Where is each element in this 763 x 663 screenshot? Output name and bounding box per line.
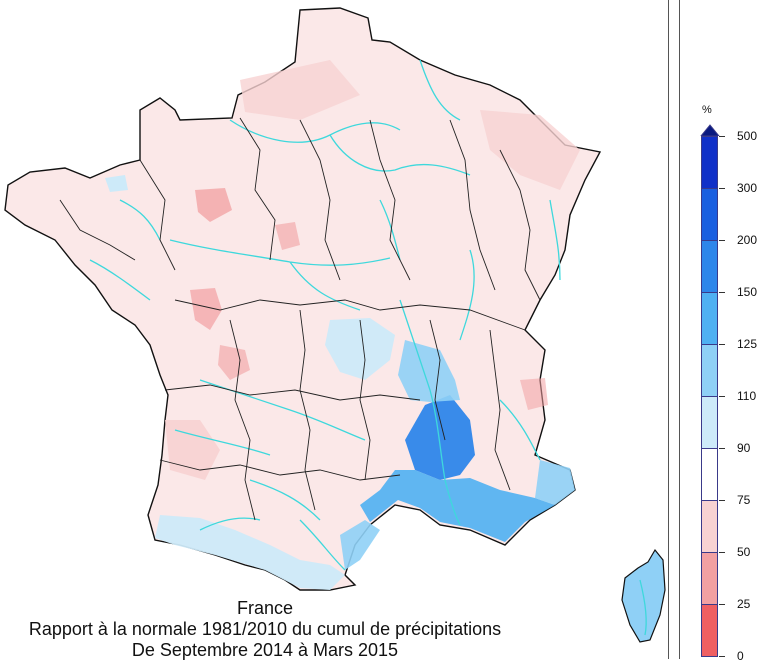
zone-wet-languedoc	[340, 520, 380, 570]
zone-wet-alps	[535, 460, 575, 505]
zone-wet-pyrenees	[155, 515, 345, 590]
river-network	[89, 59, 647, 636]
legend-swatch	[701, 136, 718, 189]
legend-tick	[719, 448, 725, 449]
caption-title: France	[236, 598, 294, 618]
zone-dry-poitou	[190, 288, 222, 330]
legend-tick	[719, 656, 725, 657]
panel-divider-right	[679, 0, 680, 659]
legend-label: 90	[737, 441, 751, 455]
zone-dry-northeast	[480, 110, 580, 190]
legend-tick	[719, 240, 725, 241]
caption-subtitle: Rapport à la normale 1981/2010 du cumul …	[28, 619, 502, 639]
legend-label: 300	[737, 181, 758, 195]
department-borders	[59, 117, 541, 521]
legend-label: 200	[737, 233, 758, 247]
zone-wet-rhone	[398, 340, 460, 402]
legend-swatch	[701, 396, 718, 449]
legend-label: 500	[737, 129, 758, 143]
legend-label: 0	[737, 649, 744, 663]
legend-label: 125	[737, 337, 758, 351]
legend-tick	[719, 292, 725, 293]
zone-dry-normandy	[195, 188, 232, 222]
caption-period: De Septembre 2014 à Mars 2015	[131, 640, 399, 660]
legend-swatch	[701, 448, 718, 501]
zone-dry-limousin	[218, 345, 250, 380]
legend-tick	[719, 396, 725, 397]
legend-tick	[719, 344, 725, 345]
zone-dry-loire	[275, 222, 300, 250]
legend-tick	[719, 500, 725, 501]
legend-tick	[719, 552, 725, 553]
legend-swatch	[701, 344, 718, 397]
zone-dry-north	[240, 60, 360, 120]
zone-wet-brittany	[105, 175, 128, 192]
legend-label: 150	[737, 285, 758, 299]
panel-divider-left	[668, 0, 669, 659]
zone-very-wet-cevennes	[405, 395, 475, 480]
legend-label: 25	[737, 597, 751, 611]
legend-top-arrow	[700, 124, 720, 136]
legend-tick	[719, 188, 725, 189]
legend-swatch	[701, 500, 718, 553]
zone-dry-jura	[520, 378, 548, 410]
legend-swatch	[701, 240, 718, 293]
legend-label: 75	[737, 493, 751, 507]
zone-wet-southeast	[360, 470, 555, 542]
legend-label: 110	[737, 389, 757, 403]
legend-swatch	[701, 292, 718, 345]
legend-unit: %	[702, 104, 712, 116]
legend-swatch	[701, 552, 718, 605]
zone-wet-central	[325, 318, 395, 380]
legend-swatch	[701, 188, 718, 241]
legend-tick	[719, 604, 725, 605]
legend-swatch	[701, 604, 718, 657]
legend-label: 50	[737, 545, 751, 559]
legend-tick	[719, 136, 725, 137]
